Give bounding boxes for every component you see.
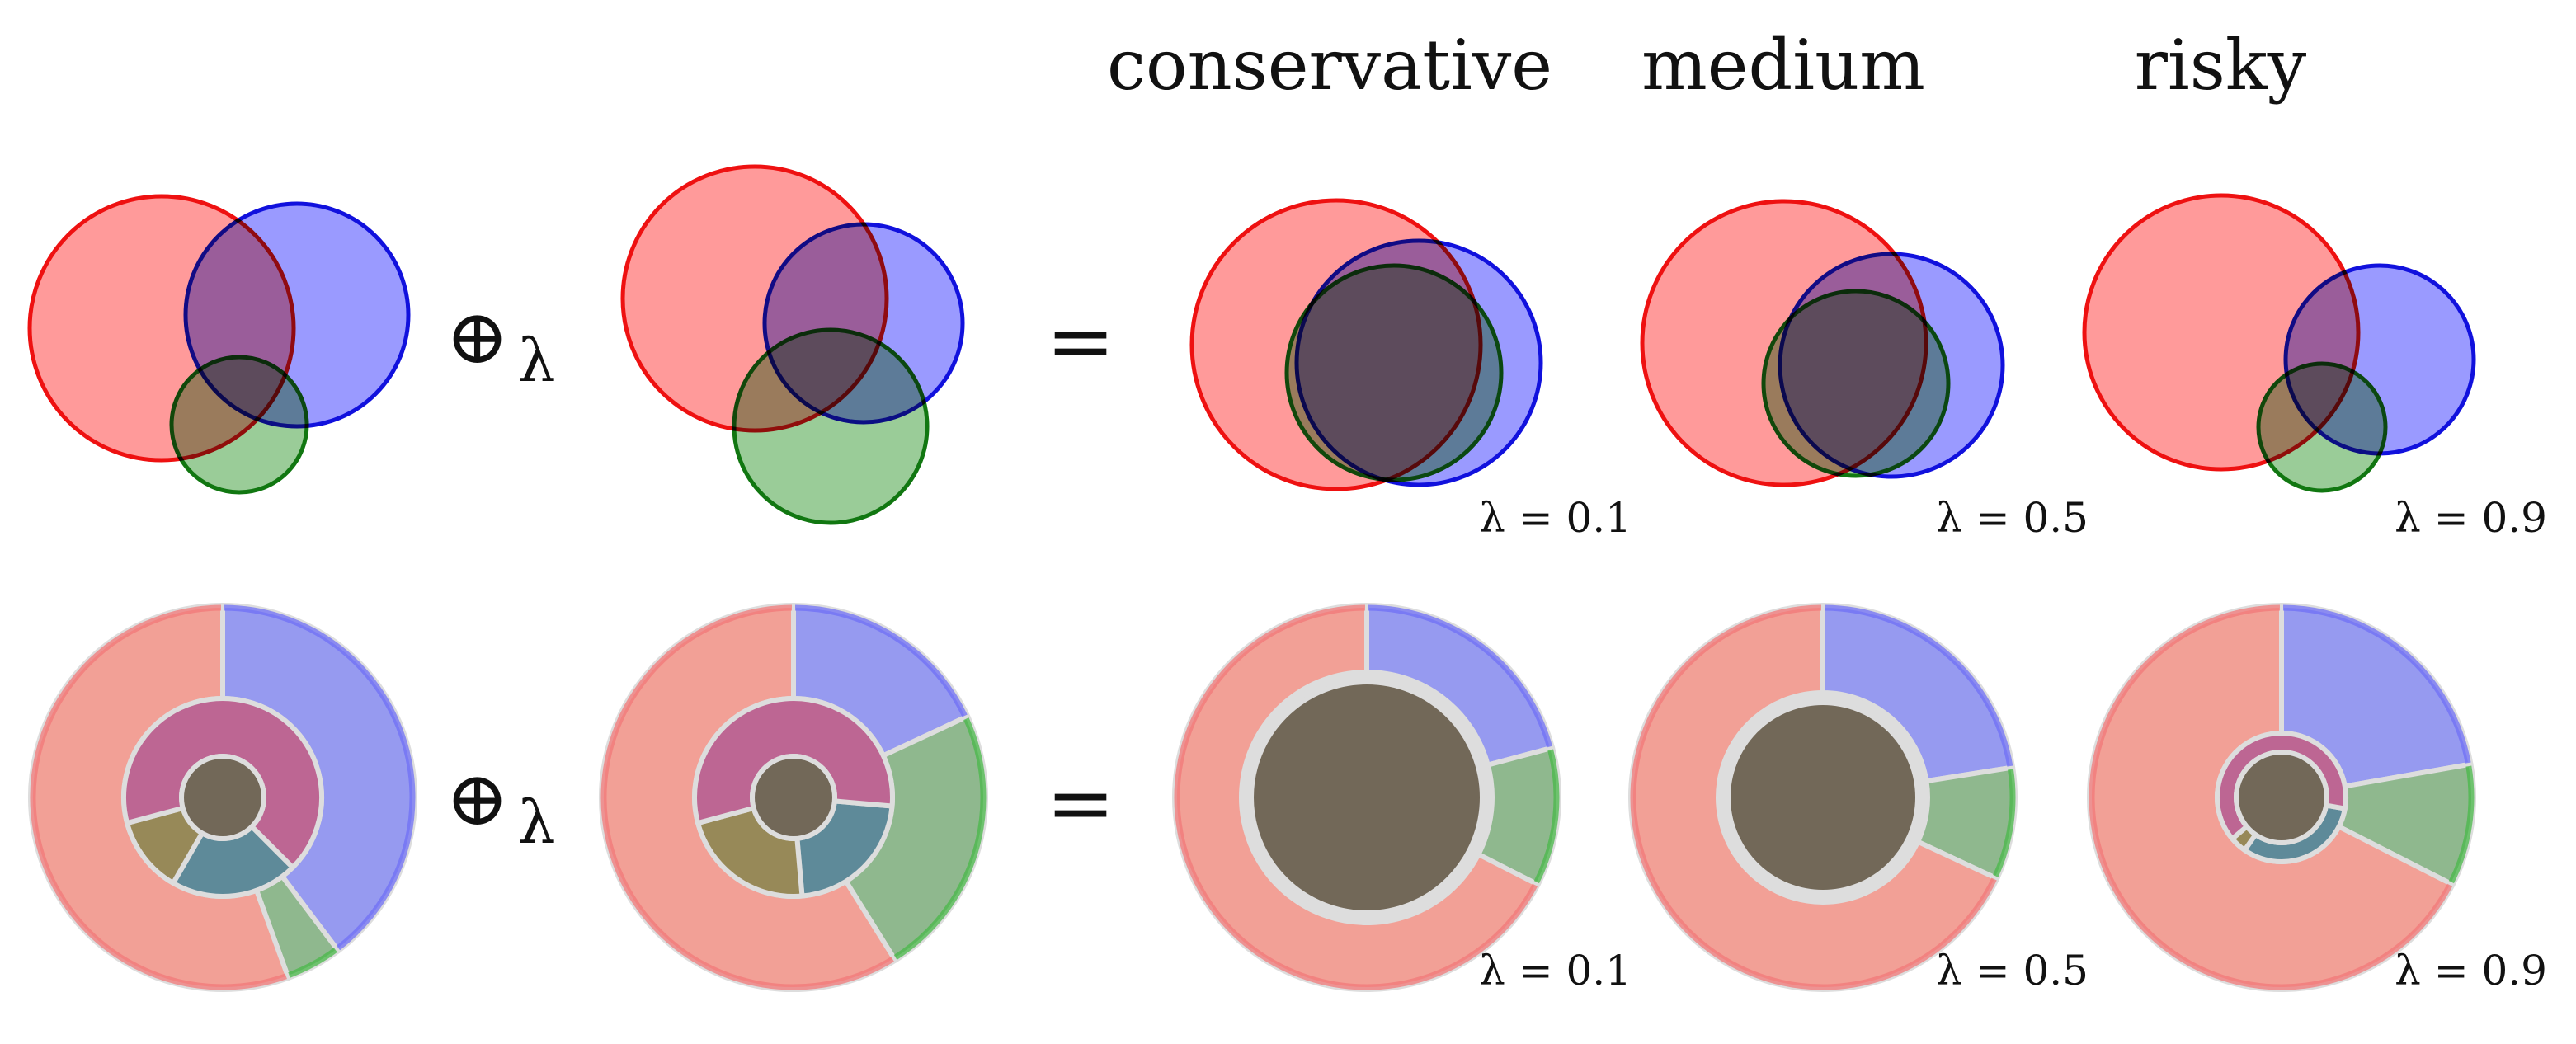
equals-sign-row1: =: [1046, 293, 1115, 389]
outer-rim-red: [600, 604, 894, 990]
lambda-label-row1-conservative: λ = 0.1: [1479, 494, 1632, 542]
venn-m-green-circle: [1761, 289, 1951, 478]
combine-operator-row1: ⊕: [445, 293, 509, 381]
venn-result-risky: [2082, 193, 2476, 493]
center-disc-all: [179, 754, 266, 841]
outer-rim-blue: [1824, 604, 2013, 767]
outer-rim-blue: [224, 604, 416, 951]
center-disc-all: [750, 754, 837, 841]
outer-rim-green: [893, 717, 987, 960]
outer-rim-red: [2089, 604, 2453, 990]
outer-rim-green: [2448, 765, 2475, 884]
sunburst-result-conservative: [1172, 603, 1561, 992]
outer-rim-green: [1993, 769, 2016, 877]
outer-rim-blue: [1368, 604, 1553, 748]
outer-rim-green: [288, 948, 337, 978]
sunburst-input-a: [28, 603, 417, 992]
outer-rim-blue: [794, 604, 968, 717]
outer-rim-red: [1630, 604, 1997, 990]
center-disc-all: [2234, 750, 2329, 845]
center-disc-all: [1726, 700, 1920, 895]
combine-subscript-row1: λ: [518, 326, 556, 395]
venn-b-green-circle: [732, 327, 930, 525]
column-label-risky: risky: [2135, 25, 2307, 106]
outer-rim-green: [1533, 749, 1560, 884]
lambda-label-row2-medium: λ = 0.5: [1936, 947, 2089, 995]
lambda-label-row1-medium: λ = 0.5: [1936, 494, 2089, 542]
venn-input-a: [27, 194, 411, 495]
column-label-conservative: conservative: [1107, 25, 1552, 106]
column-label-medium: medium: [1641, 25, 1925, 106]
outer-rim-red: [30, 604, 287, 990]
venn-c-green-circle: [1284, 263, 1504, 482]
venn-a-green-circle: [169, 355, 309, 495]
equals-sign-row2: =: [1046, 755, 1115, 851]
venn-input-b: [620, 164, 965, 525]
outer-rim-blue: [2282, 604, 2471, 764]
outer-rim-red: [1174, 604, 1538, 990]
venn-result-conservative: [1189, 198, 1543, 491]
sunburst-result-risky: [2087, 603, 2476, 992]
combine-operator-row2: ⊕: [445, 755, 509, 843]
combine-subscript-row2: λ: [518, 788, 556, 857]
lambda-label-row2-risky: λ = 0.9: [2395, 947, 2547, 995]
sunburst-input-b: [599, 603, 988, 992]
sunburst-result-medium: [1628, 603, 2018, 992]
venn-r-green-circle: [2256, 361, 2388, 493]
lambda-label-row1-risky: λ = 0.9: [2395, 494, 2547, 542]
lambda-label-row2-conservative: λ = 0.1: [1479, 947, 1632, 995]
center-disc-all: [1249, 680, 1485, 915]
venn-result-medium: [1640, 199, 2005, 487]
